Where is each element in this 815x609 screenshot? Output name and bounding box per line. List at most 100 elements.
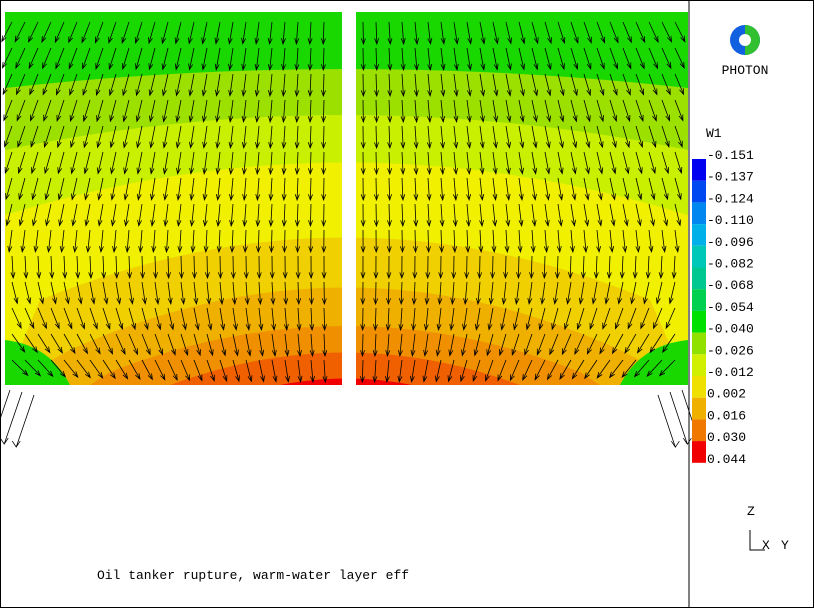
arrow — [596, 99, 604, 123]
arrow — [360, 125, 366, 150]
arrow — [527, 281, 533, 305]
arrow — [69, 99, 78, 123]
arrow — [622, 177, 630, 201]
arrow — [451, 255, 457, 280]
arrow — [669, 391, 692, 445]
arrow — [440, 73, 446, 98]
arrow — [544, 99, 551, 123]
arrow — [148, 47, 156, 71]
arrow — [662, 333, 676, 354]
arrow — [102, 333, 114, 355]
arrow — [242, 177, 248, 202]
arrow — [14, 21, 26, 43]
arrow — [464, 255, 470, 280]
arrow — [658, 359, 676, 377]
arrow — [232, 307, 238, 331]
arrow — [630, 281, 637, 305]
arrow — [617, 281, 624, 305]
arrow — [282, 255, 288, 280]
arrow — [37, 333, 51, 354]
arrow — [474, 307, 481, 331]
arrow — [513, 307, 520, 331]
arrow — [479, 73, 486, 97]
arrow — [385, 359, 390, 384]
arrow — [544, 203, 550, 227]
arrow — [596, 177, 603, 201]
arrow — [570, 125, 578, 149]
arrow — [1, 47, 13, 69]
arrow — [492, 47, 499, 71]
arrow — [653, 307, 663, 330]
arrow — [54, 21, 65, 44]
arrow — [232, 333, 239, 357]
arrow — [439, 177, 445, 202]
arrow — [466, 125, 472, 149]
arrow — [267, 47, 273, 72]
arrow — [450, 281, 456, 306]
arrow — [188, 73, 195, 97]
legend-label: -0.096 — [707, 235, 754, 250]
arrow — [18, 203, 26, 227]
legend-swatch — [692, 224, 706, 246]
legend-label: -0.110 — [707, 213, 754, 228]
arrow — [621, 359, 637, 378]
arrow — [525, 307, 533, 331]
arrow — [101, 255, 107, 280]
arrow — [122, 125, 130, 149]
arrow — [5, 203, 13, 227]
arrow — [466, 151, 472, 176]
arrow — [115, 307, 124, 331]
arrow — [531, 151, 538, 175]
arrow — [136, 177, 143, 201]
arrow — [307, 151, 313, 176]
arrow — [497, 359, 507, 382]
arrow — [439, 203, 445, 228]
arrow — [516, 255, 521, 280]
arrow — [360, 333, 366, 358]
arrow — [373, 281, 379, 306]
legend-label: 0.002 — [707, 387, 746, 402]
arrow — [491, 229, 497, 254]
arrow — [374, 21, 380, 46]
arrow — [241, 73, 247, 97]
arrow — [141, 281, 147, 305]
arrow — [518, 177, 524, 201]
arrow — [531, 203, 537, 227]
arrow — [82, 47, 91, 70]
arrow — [76, 359, 91, 379]
arrow — [556, 229, 562, 254]
arrow — [114, 255, 120, 280]
arrow — [102, 281, 109, 305]
arrow — [284, 333, 290, 358]
arrow — [574, 333, 585, 356]
arrow — [466, 47, 472, 71]
legend: -0.151 -0.137 -0.124 -0.110 -0.096 -0.082 -0.0… — [692, 148, 754, 467]
arrow — [661, 151, 670, 175]
arrow — [479, 21, 486, 45]
arrow — [373, 177, 379, 202]
arrow — [281, 99, 287, 124]
arrow — [162, 125, 169, 149]
logo-label: PHOTON — [722, 63, 769, 78]
arrow — [606, 255, 612, 280]
arrow — [180, 333, 189, 357]
arrow — [84, 203, 91, 227]
arrow — [423, 333, 429, 357]
arrow — [373, 203, 379, 228]
arrow — [411, 307, 417, 332]
axis-triad: Z X Y — [747, 504, 789, 553]
arrow — [135, 99, 143, 123]
arrow — [228, 125, 234, 150]
arrow — [309, 281, 314, 306]
arrow — [578, 281, 585, 305]
arrow — [517, 229, 523, 254]
arrow — [36, 255, 42, 280]
arrow — [478, 229, 484, 254]
arrow — [557, 177, 564, 201]
arrow — [148, 73, 156, 97]
arrow — [466, 99, 472, 123]
arrow — [69, 73, 78, 96]
arrow — [128, 307, 136, 331]
arrow — [589, 307, 598, 331]
arrow — [281, 151, 287, 176]
